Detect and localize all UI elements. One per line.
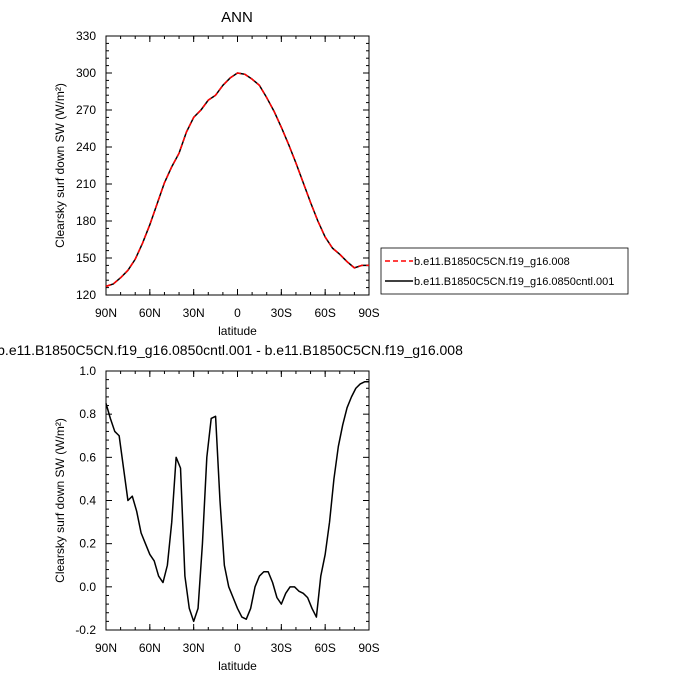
y-tick-label: 210 bbox=[76, 177, 96, 191]
x-tick-label: 60N bbox=[139, 306, 161, 320]
x-tick-label: 60N bbox=[139, 641, 161, 655]
y-tick-label: 120 bbox=[76, 288, 96, 302]
x-axis-label: latitude bbox=[218, 324, 257, 338]
legend-top: b.e11.B1850C5CN.f19_g16.008 b.e11.B1850C5… bbox=[380, 247, 629, 295]
series-line-1 bbox=[105, 381, 369, 623]
x-tick-label: 30N bbox=[183, 641, 205, 655]
x-tick-label: 30S bbox=[271, 641, 292, 655]
chart-title: ANN bbox=[221, 9, 253, 26]
y-tick-label: 270 bbox=[76, 103, 96, 117]
y-tick-label: 1.0 bbox=[79, 364, 96, 378]
legend-box bbox=[380, 247, 629, 295]
chart-top-annual: ANN 90N 60N 30N 0 30S 60S 90S 120 150 180 210 240 270… bbox=[53, 9, 380, 338]
y-tick-label: 0.6 bbox=[79, 450, 96, 464]
y-tick-label: 150 bbox=[76, 251, 96, 265]
y-tick-label: 330 bbox=[76, 29, 96, 43]
y-axis-label: Clearsky surf down SW (W/m²) bbox=[53, 83, 67, 248]
x-tick-label: 60S bbox=[314, 641, 335, 655]
x-tick-label: 60S bbox=[314, 306, 335, 320]
legend-label-1: b.e11.B1850C5CN.f19_g16.008 bbox=[414, 256, 570, 268]
x-tick-label: 30S bbox=[271, 306, 292, 320]
x-tick-label: 30N bbox=[183, 306, 205, 320]
plot-frame bbox=[105, 35, 370, 296]
y-tick-label: -0.2 bbox=[75, 623, 96, 637]
x-tick-label: 90N bbox=[95, 641, 117, 655]
y-tick-label: 0.2 bbox=[79, 537, 96, 551]
series-line-2 bbox=[105, 72, 369, 288]
x-tick-label: 90S bbox=[358, 306, 379, 320]
series-line-1 bbox=[105, 72, 369, 288]
chart-title: b.e11.B1850C5CN.f19_g16.0850cntl.001 - b… bbox=[0, 342, 463, 358]
y-tick-label: 0.8 bbox=[79, 407, 96, 421]
legend-label-2: b.e11.B1850C5CN.f19_g16.0850cntl.001 bbox=[414, 276, 614, 288]
y-tick-label: 240 bbox=[76, 140, 96, 154]
x-axis-label: latitude bbox=[218, 659, 257, 673]
chart-bottom-difference: b.e11.B1850C5CN.f19_g16.0850cntl.001 - b… bbox=[0, 342, 463, 673]
x-tick-label: 90N bbox=[95, 306, 117, 320]
x-tick-label: 0 bbox=[234, 306, 241, 320]
plot-frame bbox=[105, 370, 370, 631]
y-axis-label: Clearsky surf down SW (W/m²) bbox=[53, 418, 67, 583]
x-tick-label: 90S bbox=[358, 641, 379, 655]
x-tick-label: 0 bbox=[234, 641, 241, 655]
y-tick-label: 0.0 bbox=[79, 580, 96, 594]
y-tick-label: 0.4 bbox=[79, 494, 96, 508]
y-tick-label: 180 bbox=[76, 214, 96, 228]
y-tick-label: 300 bbox=[76, 66, 96, 80]
